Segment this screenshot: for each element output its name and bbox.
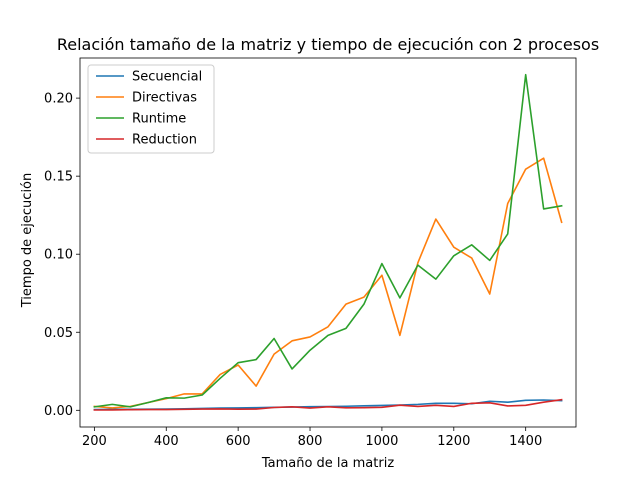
series-line-reduction [93, 398, 563, 411]
y-tick-label: 0.10 [44, 248, 73, 263]
x-axis-label: Tamaño de la matriz [261, 456, 394, 471]
legend-box [87, 64, 215, 154]
x-tick-label: 400 [154, 434, 179, 449]
legend-label: Reduction [132, 133, 197, 148]
legend: Secuencial Directivas Runtime Reduction [87, 64, 215, 154]
plot-area: 200 400 600 800 1000 1200 1400 0.00 0.05 0.10 0.15… [44, 57, 577, 449]
y-tick-label: 0.05 [44, 326, 73, 341]
x-tick-label: 800 [298, 434, 323, 449]
legend-label: Secuencial [132, 70, 202, 85]
chart-title: Relación tamaño de la matriz y tiempo de… [57, 35, 599, 54]
x-tick-label: 1400 [509, 434, 542, 449]
series-line-directivas [93, 157, 563, 409]
x-tick-label: 200 [82, 434, 107, 449]
y-axis-label: Tiempo de ejecución [20, 173, 35, 308]
series-line-runtime [93, 73, 563, 408]
legend-label: Directivas [132, 91, 197, 106]
x-tick-label: 600 [226, 434, 251, 449]
y-tick-label: 0.15 [44, 170, 73, 185]
y-tick-label: 0.00 [44, 404, 73, 419]
x-tick-label: 1000 [365, 434, 398, 449]
y-tick-label: 0.20 [44, 92, 73, 107]
axes-frame [79, 57, 577, 428]
legend-label: Runtime [132, 112, 186, 127]
x-tick-label: 1200 [437, 434, 470, 449]
